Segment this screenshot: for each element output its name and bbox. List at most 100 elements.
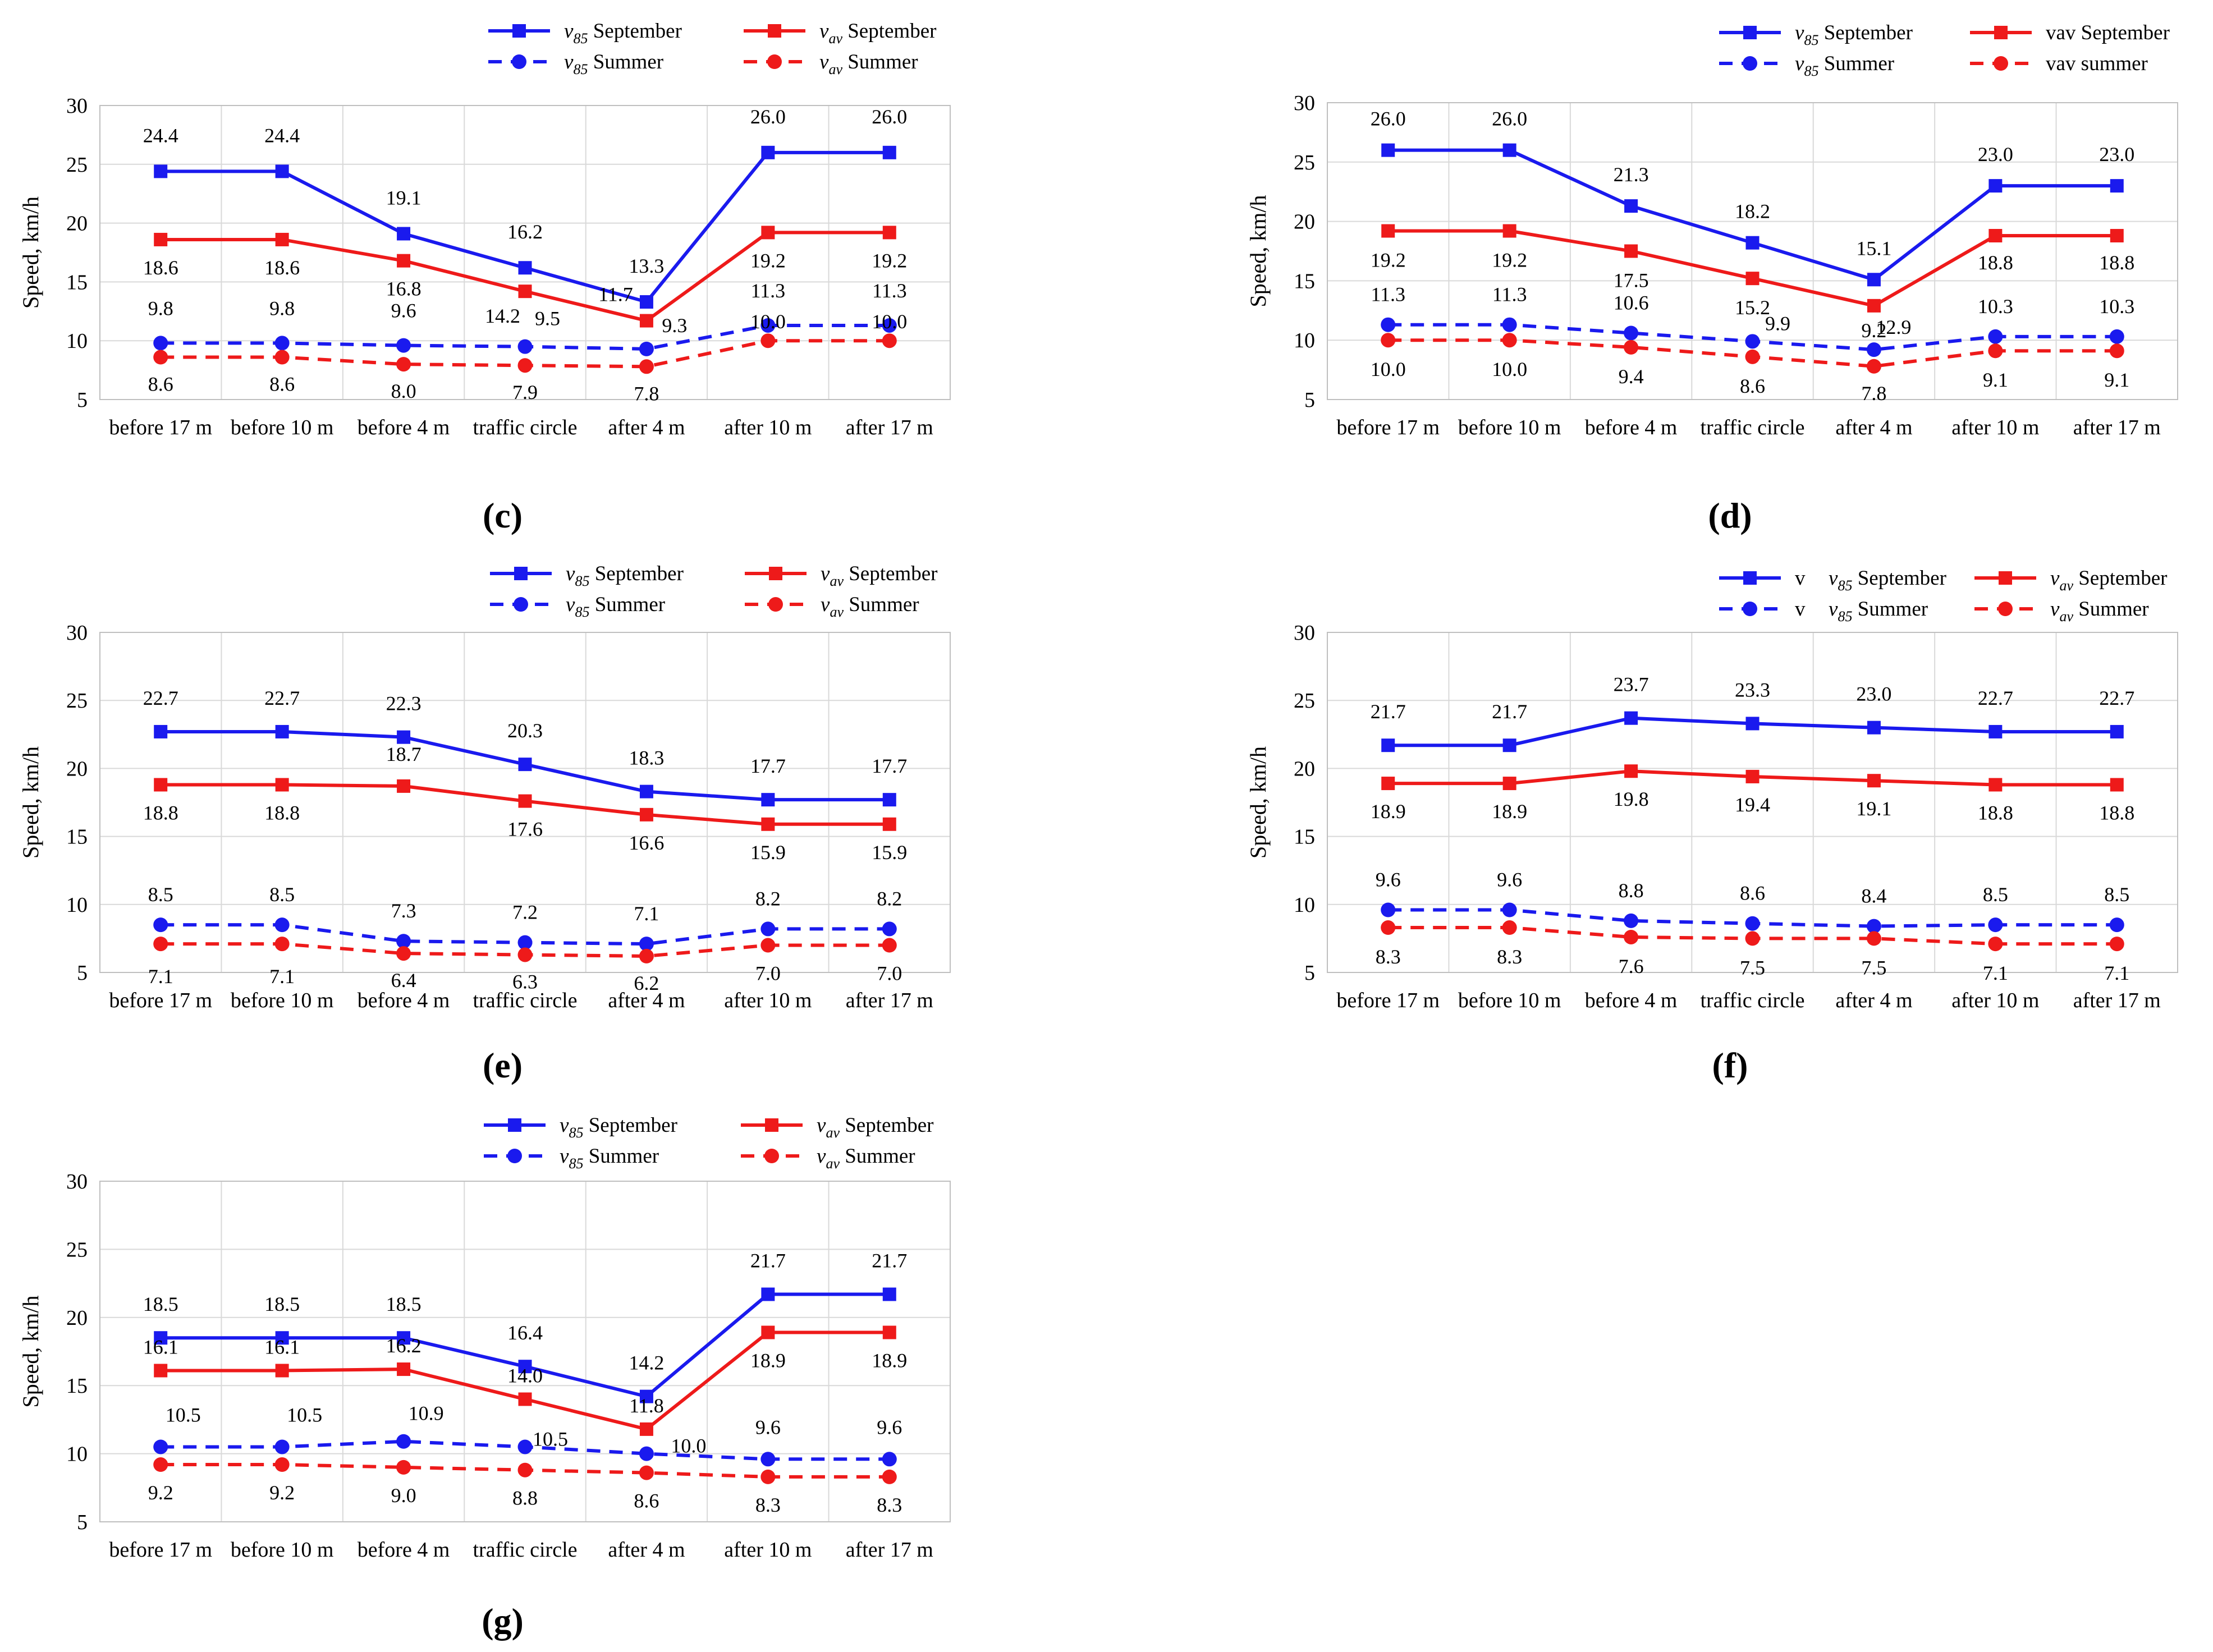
y-tick-label: 5 — [77, 1511, 88, 1534]
data-label: 22.7 — [1978, 687, 2013, 709]
x-tick-label: before 10 m — [231, 1538, 334, 1562]
y-axis-label: Speed, km/h — [18, 746, 43, 859]
data-point — [1988, 329, 2003, 344]
data-label: 22.3 — [386, 692, 421, 715]
y-tick-label: 30 — [1294, 621, 1315, 645]
data-point — [518, 758, 532, 772]
x-tick-label: after 10 m — [724, 989, 812, 1012]
data-point — [761, 1287, 775, 1301]
data-label: 9.6 — [391, 300, 416, 322]
data-point — [760, 1469, 776, 1484]
data-point — [882, 1452, 897, 1467]
y-tick-label: 15 — [66, 825, 88, 849]
data-point — [882, 318, 897, 333]
legend-item: vav September — [1974, 567, 2167, 594]
legend-marker — [768, 24, 781, 38]
y-tick-label: 20 — [66, 757, 88, 781]
data-label: 7.1 — [634, 902, 659, 925]
data-label: 18.8 — [1978, 801, 2013, 824]
panel-caption: (c) — [483, 495, 523, 535]
data-label: 17.7 — [750, 755, 786, 777]
x-tick-label: traffic circle — [1701, 989, 1805, 1012]
data-label: 18.9 — [872, 1350, 907, 1372]
y-tick-label: 5 — [77, 388, 88, 412]
legend-text: vav September — [817, 1114, 933, 1141]
panel-caption: (g) — [482, 1601, 524, 1641]
data-point — [274, 917, 290, 933]
legend-text: v85 September — [560, 1114, 677, 1141]
panel-caption: (f) — [1712, 1045, 1748, 1085]
data-point — [1866, 342, 1881, 357]
data-point — [1381, 738, 1395, 752]
data-label: 23.3 — [1735, 678, 1770, 701]
legend-marker — [1743, 571, 1757, 585]
data-point — [639, 1465, 654, 1480]
data-label: 8.6 — [269, 373, 295, 396]
y-tick-label: 20 — [66, 212, 88, 236]
legend-item: vav September — [741, 1114, 933, 1141]
data-label: 6.4 — [391, 969, 416, 992]
y-tick-label: 20 — [66, 1306, 88, 1330]
data-point — [518, 261, 532, 275]
chart-panel-c: 5 10 15 20 25 30 before 17 m before 10 m before … — [18, 20, 951, 535]
data-label: 6.2 — [634, 972, 659, 994]
y-tick-label: 10 — [66, 893, 88, 917]
data-point — [1988, 937, 2003, 952]
data-point — [2110, 228, 2124, 242]
legend-marker — [1999, 571, 2012, 585]
y-tick-label: 15 — [66, 270, 88, 294]
data-point — [1867, 774, 1881, 788]
data-point — [1989, 228, 2003, 242]
x-tick-label: before 4 m — [358, 1538, 450, 1562]
data-label: 19.2 — [1492, 249, 1527, 272]
data-point — [639, 937, 654, 952]
data-point — [1745, 272, 1760, 286]
data-label: 7.8 — [634, 382, 659, 405]
data-point — [882, 226, 896, 240]
data-label: 10.3 — [1978, 295, 2013, 318]
y-tick-label: 25 — [66, 689, 88, 713]
data-label: 8.2 — [755, 887, 781, 910]
y-tick-label: 30 — [1294, 91, 1315, 115]
x-tick-label: after 17 m — [846, 416, 933, 439]
legend-marker — [1994, 56, 2008, 71]
data-point — [639, 1422, 653, 1436]
data-label: 18.9 — [750, 1350, 786, 1372]
x-tick-label: before 10 m — [1458, 416, 1561, 439]
data-point — [274, 350, 290, 365]
data-point — [1988, 343, 2003, 359]
data-label: 11.3 — [751, 279, 786, 302]
data-label: 23.7 — [1614, 673, 1649, 696]
data-point — [1624, 913, 1639, 928]
legend-item: v85 September — [490, 562, 684, 589]
data-point — [1381, 902, 1396, 917]
data-label: 10.6 — [1614, 292, 1649, 314]
x-tick-label: before 10 m — [231, 989, 334, 1012]
data-point — [2110, 179, 2124, 193]
data-label: 19.1 — [1856, 797, 1891, 820]
legend-marker — [764, 1149, 779, 1163]
legend-item: v85 Summer — [484, 1145, 659, 1172]
data-point — [154, 724, 168, 738]
legend-item: v85 September — [1719, 21, 1913, 48]
panel-caption: (e) — [483, 1045, 523, 1085]
x-tick-label: before 10 m — [1458, 989, 1561, 1012]
legend-text: vav Summer — [817, 1145, 915, 1172]
data-label: 18.8 — [264, 801, 300, 824]
data-point — [275, 778, 289, 792]
data-point — [1502, 738, 1516, 752]
legend-text: v85 Summer — [1829, 598, 1928, 625]
data-label: 17.5 — [1614, 269, 1649, 292]
data-label: 16.1 — [264, 1336, 300, 1358]
data-point — [397, 254, 411, 268]
data-point — [1989, 179, 2003, 193]
legend-marker — [1743, 56, 1757, 71]
data-label: 8.8 — [1619, 879, 1644, 902]
data-label: 18.5 — [386, 1293, 421, 1315]
data-point — [396, 1434, 411, 1449]
data-point — [2110, 724, 2124, 738]
legend-item: vav September — [744, 20, 936, 47]
data-label: 7.1 — [2104, 962, 2129, 984]
legend-text: vav summer — [2046, 52, 2148, 75]
x-tick-label: before 17 m — [109, 989, 212, 1012]
